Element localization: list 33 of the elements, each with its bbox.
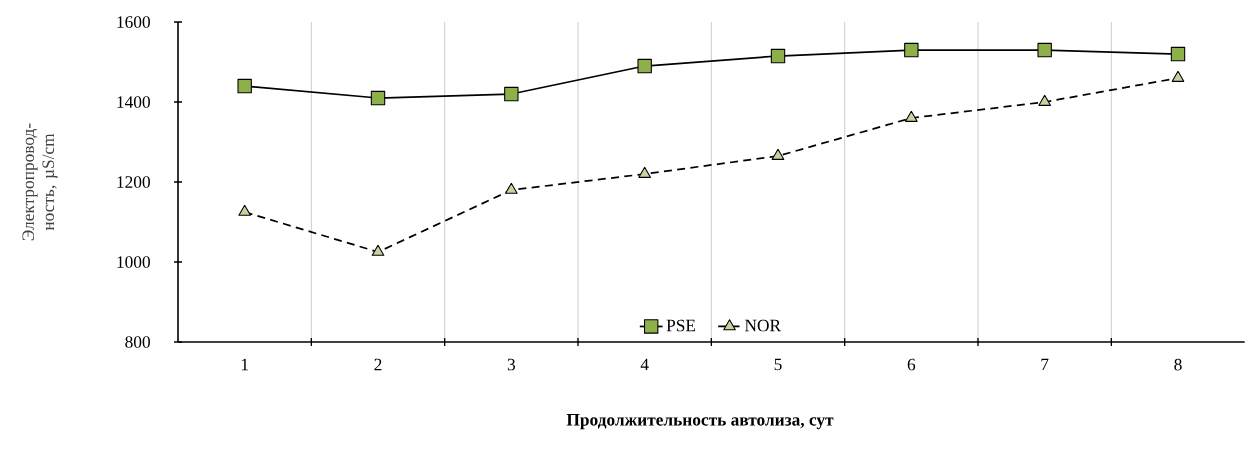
y-tick-label: 1400 [117,96,150,108]
legend-label: PSE [666,319,696,332]
y-tick-label: 800 [125,336,150,348]
x-tick-label: 5 [774,358,782,371]
point [504,86,519,102]
y-tick-label: 1200 [117,176,150,188]
x-tick-label: 1 [241,358,248,371]
x-tick-label: 3 [507,358,515,371]
point [1038,94,1051,106]
x-tick-label: 7 [1041,358,1049,371]
point [371,244,385,256]
y-axis-title: Электропровод-ность, µS/cm [22,123,58,241]
legend-label: NOR [744,319,782,332]
y-tick-label: 1000 [117,256,150,268]
point [904,42,919,58]
point [505,182,518,194]
point [237,78,252,94]
y-tick-label: 1600 [117,16,150,28]
x-axis-title: Продолжительность автолиза, сут [566,414,834,430]
point [1170,46,1186,62]
point [1037,42,1052,58]
x-tick-label: 6 [907,358,916,371]
x-tick-label: 8 [1174,358,1182,371]
x-tick-label: 4 [640,358,649,371]
point [238,204,251,216]
point [771,148,785,160]
point [1171,70,1185,82]
point [370,90,386,106]
point [770,48,786,64]
point [637,58,652,74]
point [638,166,651,178]
x-tick-label: 2 [374,358,382,371]
point [905,110,918,122]
